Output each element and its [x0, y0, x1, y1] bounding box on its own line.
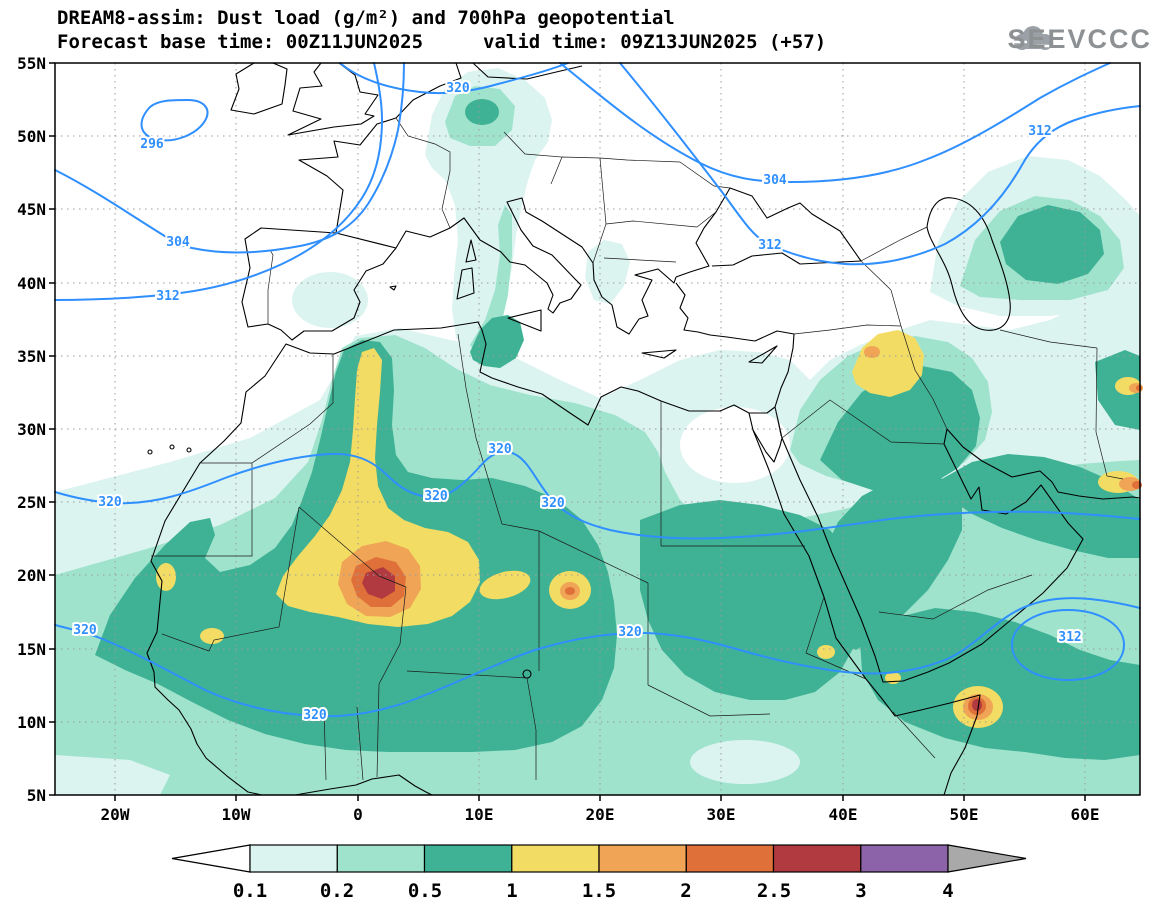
- lat-tick-label: 35N: [17, 347, 46, 366]
- lat-tick-label: 10N: [17, 713, 46, 732]
- geopotential-contours: 296 304 304 312 312 312 312 320 320 320 …: [54, 62, 1141, 725]
- lat-tick-label: 25N: [17, 493, 46, 512]
- figure-title: DREAM8-assim: Dust load (g/m²) and 700hP…: [57, 7, 675, 29]
- contour-label-320: 320: [73, 623, 97, 638]
- dust-fill-layer: [55, 68, 1143, 795]
- contour-label-304: 304: [166, 235, 190, 250]
- lon-tick-label: 50E: [950, 805, 979, 824]
- lon-tick-label: 10W: [222, 805, 251, 824]
- lon-tick-label: 20E: [586, 805, 615, 824]
- colorbar-tick-label: 2: [680, 880, 691, 902]
- lat-tick-label: 30N: [17, 420, 46, 439]
- seevccc-cloud-icon: [1012, 26, 1054, 50]
- colorbar-left-arrow: [171, 844, 251, 873]
- contour-label-296: 296: [140, 137, 164, 152]
- colorbar-tick-label: 4: [942, 880, 953, 902]
- lat-axis: 55N 50N 45N 40N 35N 30N 25N 20N 15N 10N …: [17, 54, 46, 805]
- lon-tick-label: 40E: [829, 805, 858, 824]
- contour-label-312: 312: [758, 238, 781, 253]
- lat-tick-label: 5N: [27, 786, 46, 805]
- lat-tick-label: 40N: [17, 274, 46, 293]
- contour-label-312: 312: [1058, 630, 1081, 645]
- logo-wordmark: SEEVCCC: [1007, 24, 1152, 54]
- contour-label-312: 312: [1028, 124, 1051, 139]
- contour-label-320: 320: [303, 708, 327, 723]
- lon-tick-label: 20W: [101, 805, 130, 824]
- colorbar-cell: [511, 844, 600, 873]
- colorbar-cell: [772, 844, 862, 873]
- lon-tick-label: 0: [353, 805, 363, 824]
- contour-label-320: 320: [446, 81, 470, 96]
- lon-axis: 20W 10W 0 10E 20E 30E 40E 50E 60E: [101, 805, 1100, 824]
- contour-label-320: 320: [488, 442, 512, 457]
- colorbar-tick-label: 1: [506, 880, 517, 902]
- lon-ticks: [114, 795, 1086, 801]
- colorbar-cell: [860, 844, 949, 873]
- colorbar-cell: [598, 844, 687, 873]
- colorbar-cell: [685, 844, 775, 873]
- colorbar: 0.1 0.2 0.5 1 1.5 2 2.5 3 4: [171, 844, 1027, 902]
- colorbar-tick-label: 1.5: [582, 880, 616, 902]
- valid-time: valid time: 09Z13JUN2025 (+57): [483, 31, 826, 53]
- colorbar-tick-label: 3: [855, 880, 866, 902]
- lat-tick-label: 50N: [17, 127, 46, 146]
- lat-tick-label: 20N: [17, 566, 46, 585]
- lon-tick-label: 10E: [465, 805, 494, 824]
- lat-ticks: [49, 62, 55, 796]
- colorbar-tick-label: 0.2: [320, 880, 354, 902]
- colorbar-tick-label: 0.1: [233, 880, 267, 902]
- colorbar-cell: [336, 844, 426, 873]
- lat-tick-label: 55N: [17, 54, 46, 73]
- lat-tick-label: 45N: [17, 200, 46, 219]
- contour-label-304: 304: [763, 173, 787, 188]
- forecast-base-time: Forecast base time: 00Z11JUN2025: [57, 31, 423, 53]
- contour-label-320: 320: [541, 496, 565, 511]
- lon-tick-label: 60E: [1071, 805, 1100, 824]
- seevccc-logo: SEEVCCC: [1007, 24, 1152, 54]
- lon-tick-label: 30E: [707, 805, 736, 824]
- contour-label-312: 312: [156, 289, 179, 304]
- colorbar-cell: [423, 844, 513, 873]
- colorbar-tick-label: 2.5: [757, 880, 791, 902]
- colorbar-right-arrow: [947, 844, 1027, 873]
- country-borders: [151, 117, 1124, 781]
- colorbar-tick-label: 0.5: [408, 880, 442, 902]
- contour-label-320: 320: [424, 489, 448, 504]
- contour-label-320: 320: [618, 625, 642, 640]
- contour-label-320: 320: [98, 495, 122, 510]
- colorbar-labels: 0.1 0.2 0.5 1 1.5 2 2.5 3 4: [233, 880, 954, 902]
- colorbar-cell: [249, 844, 338, 873]
- lat-tick-label: 15N: [17, 640, 46, 659]
